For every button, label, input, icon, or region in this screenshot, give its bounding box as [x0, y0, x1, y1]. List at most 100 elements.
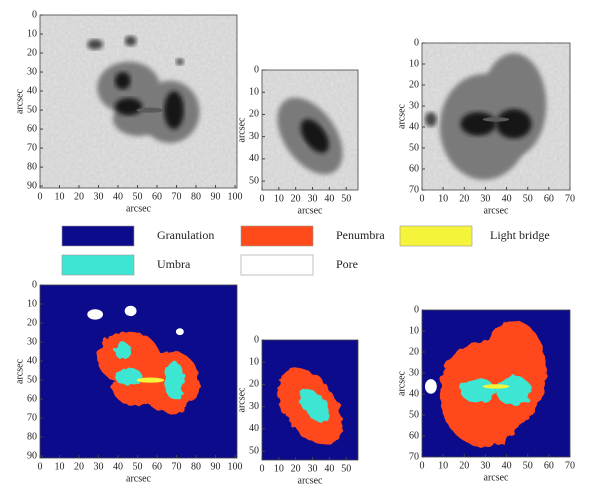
- legend-swatch: [240, 225, 314, 247]
- umbra: [460, 379, 496, 403]
- y-tick-label: 60: [27, 393, 37, 404]
- umbra: [114, 342, 131, 360]
- y-tick-label: 40: [409, 388, 419, 399]
- x-tick-label: 20: [74, 461, 84, 472]
- umbra: [164, 361, 184, 400]
- y-tick-label: 10: [249, 87, 259, 98]
- y-tick-label: 30: [409, 367, 419, 378]
- x-tick-label: 30: [308, 193, 318, 204]
- y-tick-label: 0: [32, 279, 37, 290]
- x-axis-label: arcsec: [484, 205, 510, 216]
- x-tick-label: 10: [55, 461, 65, 472]
- y-tick-label: 10: [27, 28, 37, 39]
- umbra: [300, 389, 329, 423]
- x-tick-label: 20: [459, 193, 469, 204]
- y-tick-label: 10: [27, 298, 37, 309]
- y-tick-label: 60: [409, 163, 419, 174]
- x-tick-label: 10: [55, 191, 65, 202]
- x-tick-label: 20: [459, 460, 469, 471]
- x-tick-label: 40: [324, 463, 334, 474]
- x-axis-label: arcsec: [298, 475, 324, 486]
- umbra: [460, 112, 496, 136]
- x-tick-label: 50: [341, 463, 351, 474]
- y-tick-label: 30: [27, 336, 37, 347]
- umbra: [496, 109, 532, 139]
- x-tick-label: 0: [38, 191, 43, 202]
- y-tick-label: 20: [27, 47, 37, 58]
- y-tick-label: 30: [27, 66, 37, 77]
- y-tick-label: 70: [27, 412, 37, 423]
- x-tick-label: 100: [228, 191, 243, 202]
- x-tick-label: 90: [211, 191, 221, 202]
- x-tick-label: 70: [565, 460, 575, 471]
- segmentation-map: [262, 340, 358, 460]
- y-tick-label: 70: [409, 451, 419, 462]
- y-tick-label: 60: [409, 430, 419, 441]
- x-tick-label: 40: [324, 193, 334, 204]
- x-tick-label: 30: [480, 460, 490, 471]
- y-tick-label: 10: [249, 357, 259, 368]
- x-tick-label: 0: [420, 193, 425, 204]
- y-tick-label: 50: [409, 142, 419, 153]
- x-tick-label: 30: [308, 463, 318, 474]
- x-tick-label: 60: [152, 461, 162, 472]
- x-tick-label: 50: [341, 193, 351, 204]
- x-tick-label: 80: [191, 461, 201, 472]
- y-tick-label: 20: [249, 109, 259, 120]
- x-tick-label: 30: [94, 191, 104, 202]
- y-tick-label: 60: [27, 123, 37, 134]
- y-axis-label: arcsec: [236, 117, 247, 143]
- light-bridge: [482, 384, 510, 389]
- solar-image: [40, 15, 237, 188]
- x-tick-label: 80: [191, 191, 201, 202]
- y-tick-label: 40: [249, 153, 259, 164]
- x-tick-label: 40: [113, 461, 123, 472]
- light-bridge: [136, 107, 165, 113]
- x-tick-label: 40: [502, 460, 512, 471]
- x-tick-label: 40: [113, 191, 123, 202]
- y-tick-label: 30: [249, 131, 259, 142]
- legend-label: Umbra: [157, 257, 191, 271]
- y-tick-label: 70: [409, 184, 419, 195]
- x-tick-label: 20: [74, 191, 84, 202]
- x-axis-label: arcsec: [126, 473, 152, 484]
- x-tick-label: 50: [133, 191, 143, 202]
- y-tick-label: 0: [414, 37, 419, 48]
- y-tick-label: 40: [27, 355, 37, 366]
- y-tick-label: 0: [254, 334, 259, 345]
- y-axis-label: arcsec: [14, 88, 25, 114]
- umbra: [164, 91, 184, 130]
- y-tick-label: 70: [27, 142, 37, 153]
- frame: [261, 69, 359, 191]
- x-tick-label: 20: [291, 193, 301, 204]
- x-tick-label: 70: [172, 191, 182, 202]
- solar-image: [262, 70, 358, 190]
- x-tick-label: 30: [94, 461, 104, 472]
- penumbra: [481, 53, 547, 157]
- segmentation-map: [40, 285, 237, 458]
- x-tick-label: 20: [291, 463, 301, 474]
- x-tick-label: 60: [544, 460, 554, 471]
- x-axis-label: arcsec: [484, 472, 510, 483]
- y-axis-label: arcsec: [14, 358, 25, 384]
- frame: [39, 284, 238, 459]
- y-tick-label: 50: [27, 374, 37, 385]
- y-tick-label: 20: [409, 346, 419, 357]
- pore: [87, 309, 104, 320]
- y-tick-label: 40: [249, 423, 259, 434]
- x-tick-label: 10: [438, 460, 448, 471]
- y-tick-label: 90: [27, 450, 37, 461]
- x-tick-label: 10: [438, 193, 448, 204]
- solar-image: [422, 43, 570, 190]
- pore: [424, 379, 437, 394]
- pore: [124, 35, 137, 47]
- frame: [261, 339, 359, 461]
- y-tick-label: 50: [409, 409, 419, 420]
- penumbra: [481, 320, 547, 424]
- x-tick-label: 0: [260, 193, 265, 204]
- y-tick-label: 80: [27, 431, 37, 442]
- legend-label: Granulation: [157, 228, 214, 242]
- legend-swatch: [240, 254, 314, 276]
- x-tick-label: 60: [544, 193, 554, 204]
- x-tick-label: 0: [260, 463, 265, 474]
